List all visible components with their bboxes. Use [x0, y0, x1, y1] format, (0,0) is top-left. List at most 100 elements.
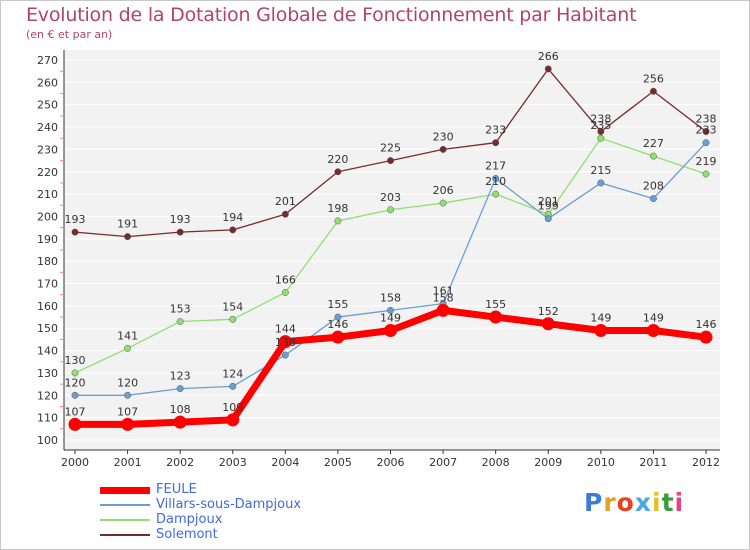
data-point — [492, 139, 500, 147]
y-tick-label: 260 — [37, 76, 58, 89]
data-point — [597, 134, 605, 142]
data-label: 193 — [170, 213, 191, 226]
y-tick-label: 110 — [37, 412, 58, 425]
data-point — [387, 157, 394, 165]
data-label: 158 — [380, 291, 401, 304]
data-label: 194 — [222, 211, 243, 224]
y-tick-label: 160 — [37, 300, 58, 313]
x-tick-label: 2001 — [114, 456, 142, 469]
data-label: 123 — [170, 370, 191, 383]
data-label: 138 — [275, 336, 296, 349]
logo-letter: i — [652, 488, 662, 517]
data-label: 193 — [65, 213, 86, 226]
data-label: 141 — [117, 329, 138, 342]
data-label: 233 — [485, 124, 506, 137]
data-point — [541, 317, 555, 331]
data-point — [594, 323, 608, 337]
x-tick-label: 2004 — [271, 456, 299, 469]
data-label: 230 — [433, 130, 454, 143]
y-tick-label: 190 — [37, 233, 58, 246]
x-tick-label: 2003 — [219, 456, 247, 469]
data-point — [387, 306, 394, 314]
logo-letter: x — [634, 488, 652, 517]
data-label: 109 — [222, 401, 243, 414]
data-point — [597, 179, 605, 187]
data-point — [176, 385, 184, 393]
data-point — [278, 335, 292, 349]
data-label: 215 — [590, 164, 611, 177]
y-tick-label: 200 — [37, 210, 58, 223]
data-label: 153 — [170, 303, 191, 316]
data-label: 108 — [170, 403, 191, 416]
chart-subtitle: (en € et par an) — [26, 28, 113, 41]
legend-item: Dampjoux — [100, 512, 420, 527]
data-label: 158 — [433, 291, 454, 304]
data-label: 210 — [485, 175, 506, 188]
data-point — [173, 415, 187, 429]
y-tick-label: 120 — [37, 389, 58, 402]
data-label: 227 — [643, 137, 664, 150]
x-tick-label: 2006 — [377, 456, 405, 469]
data-point — [649, 87, 657, 95]
y-tick-label: 170 — [37, 278, 58, 291]
data-label: 146 — [696, 318, 717, 331]
chart-title: Evolution de la Dotation Globale de Fonc… — [26, 4, 637, 26]
logo-letter: i — [674, 488, 685, 517]
data-label: 206 — [433, 184, 454, 197]
x-tick-label: 2012 — [692, 456, 720, 469]
data-label: 201 — [275, 195, 296, 208]
logo-letter: t — [661, 488, 675, 517]
data-point — [699, 330, 713, 344]
x-tick-label: 2005 — [324, 456, 352, 469]
plot-background — [64, 50, 720, 450]
data-label: 203 — [380, 191, 401, 204]
legend-swatch — [100, 486, 150, 494]
legend-item: FEULE — [100, 482, 420, 497]
data-label: 198 — [327, 202, 348, 215]
data-point — [489, 310, 503, 324]
y-tick-label: 230 — [37, 143, 58, 156]
data-point — [436, 303, 450, 317]
x-tick-label: 2000 — [61, 456, 89, 469]
x-tick-label: 2007 — [429, 456, 457, 469]
data-point — [68, 417, 82, 431]
y-tick-label: 180 — [37, 255, 58, 268]
data-label: 149 — [590, 311, 611, 324]
data-label: 155 — [485, 298, 506, 311]
data-point — [71, 369, 79, 377]
data-point — [439, 145, 447, 153]
legend-swatch — [100, 534, 150, 536]
data-label: 149 — [643, 311, 664, 324]
data-point — [229, 226, 237, 234]
data-point — [226, 413, 240, 427]
data-label: 220 — [327, 153, 348, 166]
data-point — [229, 315, 237, 323]
legend: FEULE Villars-sous-Dampjoux Dampjoux Solemo… — [100, 482, 420, 542]
data-point — [492, 190, 500, 198]
legend-label: Solemont — [156, 527, 218, 542]
y-tick-label: 220 — [37, 166, 58, 179]
data-point — [544, 65, 552, 73]
y-tick-label: 240 — [37, 121, 58, 134]
data-point — [71, 391, 79, 399]
data-label: 130 — [65, 354, 86, 367]
data-point — [124, 233, 132, 241]
data-label: 191 — [117, 218, 138, 231]
data-point — [384, 323, 397, 337]
data-point — [176, 228, 184, 236]
data-point — [124, 391, 132, 399]
x-tick-label: 2002 — [166, 456, 194, 469]
data-point — [439, 199, 447, 207]
data-label: 149 — [380, 311, 401, 324]
legend-item: Villars-sous-Dampjoux — [100, 497, 420, 512]
data-label: 146 — [327, 318, 348, 331]
data-point — [649, 152, 657, 160]
legend-label: Dampjoux — [156, 512, 223, 527]
data-label: 256 — [643, 72, 664, 85]
data-label: 266 — [538, 50, 559, 63]
logo-letter: P — [584, 488, 604, 517]
data-point — [544, 215, 552, 223]
legend-swatch — [100, 504, 150, 506]
data-label: 201 — [538, 195, 559, 208]
